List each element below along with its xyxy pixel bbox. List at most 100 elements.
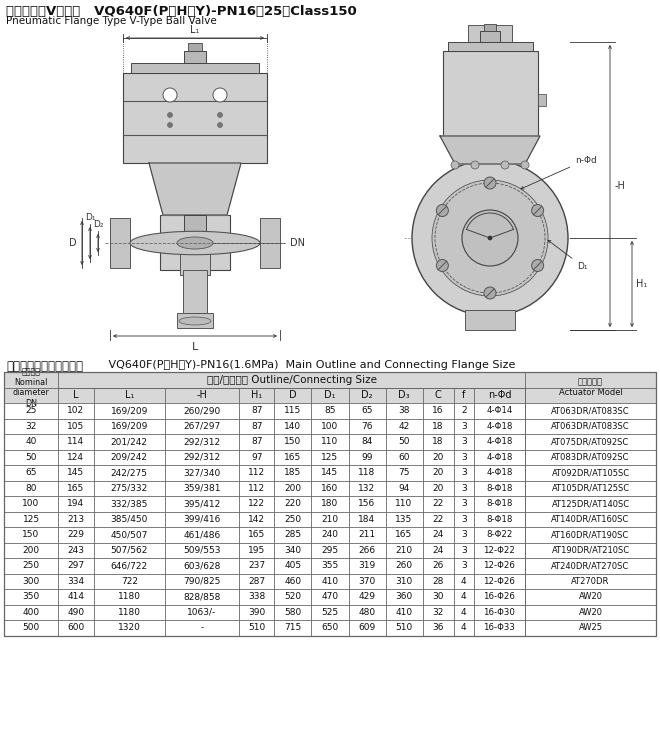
Text: 65: 65 — [25, 468, 37, 477]
Bar — [312, 419, 348, 434]
Bar — [474, 465, 525, 480]
Text: 410: 410 — [395, 608, 412, 617]
Text: 132: 132 — [358, 483, 376, 492]
Text: 4: 4 — [461, 577, 467, 586]
Text: 211: 211 — [358, 530, 376, 539]
Bar — [312, 542, 348, 558]
Circle shape — [213, 88, 227, 102]
Text: H₁: H₁ — [636, 279, 647, 289]
Text: 275/332: 275/332 — [111, 483, 148, 492]
Circle shape — [412, 160, 568, 316]
Text: 4: 4 — [461, 623, 467, 633]
Text: 60: 60 — [398, 453, 410, 462]
Text: 20: 20 — [432, 483, 444, 492]
Bar — [385, 496, 422, 511]
Bar — [58, 403, 94, 419]
Text: D₂: D₂ — [361, 390, 373, 401]
Ellipse shape — [130, 231, 260, 255]
Text: 执行器型号
Actuator Model: 执行器型号 Actuator Model — [558, 378, 622, 397]
Polygon shape — [149, 163, 241, 215]
Bar — [454, 558, 474, 574]
Circle shape — [163, 88, 177, 102]
Text: 480: 480 — [358, 608, 376, 617]
Text: 3: 3 — [461, 530, 467, 539]
Bar — [239, 419, 275, 434]
Text: DN: DN — [290, 238, 305, 248]
Text: 110: 110 — [395, 499, 412, 508]
Bar — [58, 558, 94, 574]
Bar — [474, 542, 525, 558]
Bar — [422, 574, 454, 589]
Bar — [525, 589, 656, 605]
Bar — [422, 419, 454, 434]
Text: AT063DR/AT083SC: AT063DR/AT083SC — [551, 407, 630, 415]
Bar — [525, 419, 656, 434]
Bar — [422, 511, 454, 527]
Bar — [165, 403, 239, 419]
Text: D₁: D₁ — [324, 390, 336, 401]
Bar — [239, 574, 275, 589]
Text: 790/825: 790/825 — [183, 577, 220, 586]
Text: 100: 100 — [321, 422, 339, 431]
Text: 165: 165 — [395, 530, 412, 539]
Bar — [454, 496, 474, 511]
Bar — [275, 527, 312, 542]
Bar — [239, 605, 275, 620]
Bar — [239, 480, 275, 496]
Bar — [472, 310, 508, 316]
Bar — [312, 403, 348, 419]
Text: D₃: D₃ — [398, 390, 410, 401]
Bar — [312, 434, 348, 450]
Bar — [385, 434, 422, 450]
Text: 509/553: 509/553 — [183, 546, 220, 555]
Bar — [454, 450, 474, 465]
Bar — [165, 450, 239, 465]
Text: 237: 237 — [248, 561, 265, 570]
Bar — [525, 480, 656, 496]
Text: 350: 350 — [22, 593, 40, 601]
Text: 4: 4 — [461, 593, 467, 601]
Text: AT125DR/AT140SC: AT125DR/AT140SC — [552, 499, 630, 508]
Bar — [275, 403, 312, 419]
Bar — [260, 218, 280, 268]
Circle shape — [501, 161, 509, 169]
Bar — [4, 403, 58, 419]
Text: 165: 165 — [67, 483, 84, 492]
Bar — [525, 403, 656, 419]
Circle shape — [168, 123, 172, 127]
Text: 828/858: 828/858 — [183, 593, 220, 601]
Circle shape — [218, 112, 222, 117]
Bar — [275, 450, 312, 465]
Bar — [474, 372, 525, 403]
Ellipse shape — [177, 237, 213, 249]
Text: 414: 414 — [67, 593, 84, 601]
Bar — [165, 496, 239, 511]
Text: 99: 99 — [361, 453, 373, 462]
Bar — [348, 434, 385, 450]
Text: -H: -H — [197, 390, 207, 401]
Bar — [312, 372, 348, 403]
Text: 40: 40 — [25, 437, 37, 447]
Bar — [525, 434, 656, 450]
Bar — [474, 620, 525, 636]
Bar — [58, 419, 94, 434]
Text: 外形/连接尺寸 Outline/Connecting Size: 外形/连接尺寸 Outline/Connecting Size — [207, 375, 377, 385]
Text: AT190DR/AT210SC: AT190DR/AT210SC — [552, 546, 630, 555]
Bar — [275, 605, 312, 620]
Bar — [385, 527, 422, 542]
Text: 102: 102 — [67, 407, 84, 415]
Text: 297: 297 — [67, 561, 84, 570]
Bar — [188, 43, 202, 51]
Bar — [94, 372, 165, 403]
Bar — [4, 480, 58, 496]
Bar — [239, 527, 275, 542]
Circle shape — [471, 161, 479, 169]
Text: 580: 580 — [284, 608, 302, 617]
Text: 84: 84 — [361, 437, 373, 447]
Text: 25: 25 — [25, 407, 37, 415]
Bar — [474, 511, 525, 527]
Text: 1180: 1180 — [117, 593, 141, 601]
Text: 243: 243 — [67, 546, 84, 555]
Bar — [312, 511, 348, 527]
Text: 650: 650 — [321, 623, 339, 633]
